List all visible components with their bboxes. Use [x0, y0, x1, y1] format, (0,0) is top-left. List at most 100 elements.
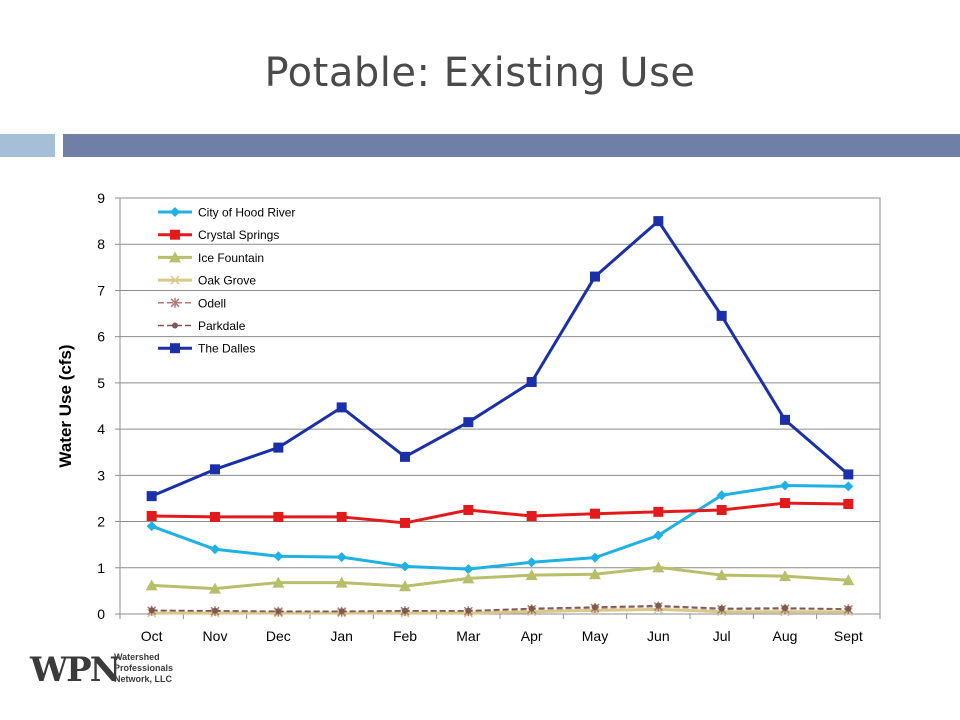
data-point-ice-fountain — [842, 574, 855, 586]
x-tick-label: Sept — [834, 628, 863, 644]
data-point-the-dalles — [400, 451, 410, 462]
data-point-the-dalles — [590, 271, 600, 282]
data-point-city-of-hood-river — [463, 564, 474, 575]
data-point-ice-fountain — [399, 580, 411, 592]
logo-line-2: Professionals — [114, 663, 174, 673]
legend-marker — [170, 207, 180, 217]
data-point-ice-fountain — [525, 569, 538, 581]
slide-title: Potable: Existing Use — [264, 50, 696, 96]
y-axis-label: Water Use (cfs) — [56, 344, 75, 467]
legend-marker — [172, 322, 178, 329]
data-point-crystal-springs — [526, 511, 537, 522]
x-tick-label: Nov — [203, 628, 228, 644]
data-point-parkdale — [592, 604, 598, 611]
data-point-ice-fountain — [335, 576, 348, 588]
data-point-city-of-hood-river — [146, 521, 157, 532]
data-point-city-of-hood-river — [590, 552, 600, 563]
y-tick-label: 5 — [97, 375, 105, 391]
y-tick-label: 0 — [97, 606, 105, 622]
legend-label: Crystal Springs — [198, 228, 279, 242]
x-tick-label: Mar — [456, 628, 480, 644]
series-line-city-of-hood-river — [151, 484, 849, 571]
y-tick-label: 4 — [97, 421, 105, 437]
data-point-city-of-hood-river — [780, 480, 790, 491]
series-the-dalles — [146, 216, 854, 502]
marker-stroke — [170, 275, 180, 285]
series-ice-fountain — [145, 561, 855, 594]
data-point-the-dalles — [653, 216, 664, 227]
legend-marker — [170, 297, 180, 308]
data-point-the-dalles — [273, 442, 284, 453]
legend-item-crystal-springs: Crystal Springs — [158, 228, 279, 242]
series-parkdale — [148, 602, 852, 615]
data-point-parkdale — [212, 607, 218, 614]
data-point-parkdale — [845, 605, 852, 612]
data-point-crystal-springs — [146, 511, 157, 522]
y-tick-label: 6 — [97, 329, 105, 345]
x-tick-label: Dec — [266, 628, 291, 644]
legend-item-oak-grove: Oak Grove — [158, 274, 256, 288]
data-point-crystal-springs — [716, 505, 727, 515]
data-point-crystal-springs — [780, 498, 790, 509]
data-point-crystal-springs — [273, 511, 284, 522]
data-point-crystal-springs — [590, 508, 600, 519]
logo-mark: WPN — [30, 650, 121, 690]
data-point-crystal-springs — [210, 511, 220, 522]
logo-line-1: Watershed — [114, 652, 160, 662]
data-point-parkdale — [148, 607, 155, 614]
y-tick-label: 2 — [97, 514, 105, 530]
y-tick-label: 8 — [97, 236, 105, 252]
data-point-crystal-springs — [336, 511, 347, 522]
legend-marker — [169, 251, 181, 263]
x-tick-label: Oct — [141, 628, 163, 644]
series-line-parkdale — [151, 604, 849, 612]
data-point-parkdale — [655, 602, 662, 609]
x-tick-label: Jun — [647, 628, 670, 644]
x-tick-label: Feb — [393, 628, 417, 644]
legend-marker — [170, 229, 180, 240]
legend-item-city-of-hood-river: City of Hood River — [158, 206, 295, 220]
data-point-city-of-hood-river — [210, 544, 220, 555]
x-tick-label: Apr — [521, 628, 543, 644]
data-point-the-dalles — [843, 469, 854, 480]
data-point-ice-fountain — [462, 572, 475, 584]
y-tick-label: 3 — [97, 467, 105, 483]
legend-item-ice-fountain: Ice Fountain — [158, 251, 264, 265]
data-point-city-of-hood-river — [526, 557, 537, 568]
data-point-parkdale — [275, 608, 282, 615]
data-point-ice-fountain — [652, 561, 665, 573]
data-point-city-of-hood-river — [653, 530, 664, 541]
data-point-crystal-springs — [463, 505, 474, 515]
series-line-the-dalles — [151, 219, 850, 498]
data-point-crystal-springs — [400, 517, 410, 528]
legend-item-odell: Odell — [158, 296, 226, 310]
x-tick-label: Jul — [713, 628, 731, 644]
data-point-city-of-hood-river — [273, 551, 284, 562]
title-accent-bar-left — [0, 134, 55, 157]
data-point-city-of-hood-river — [400, 561, 410, 572]
logo-line-3: Network, LLC — [114, 674, 173, 684]
logo-text: Watershed Professionals Network, LLC — [114, 652, 224, 685]
legend-label: Ice Fountain — [198, 251, 264, 265]
series-line-ice-fountain — [151, 565, 849, 591]
y-tick-label: 1 — [97, 560, 105, 576]
series-line-odell — [151, 605, 849, 613]
data-point-the-dalles — [526, 376, 537, 387]
x-tick-label: May — [582, 628, 608, 644]
data-point-the-dalles — [210, 464, 220, 475]
data-point-the-dalles — [146, 491, 157, 502]
data-point-parkdale — [402, 607, 408, 614]
data-point-ice-fountain — [715, 569, 728, 581]
legend-label: Oak Grove — [198, 274, 256, 288]
data-point-parkdale — [782, 604, 788, 611]
data-point-the-dalles — [463, 417, 474, 428]
data-point-parkdale — [718, 605, 725, 612]
x-tick-label: Aug — [773, 628, 798, 644]
data-point-crystal-springs — [843, 498, 854, 509]
data-point-crystal-springs — [653, 506, 664, 517]
x-tick-label: Jan — [330, 628, 353, 644]
legend-marker — [170, 275, 180, 285]
series-crystal-springs — [146, 498, 854, 528]
data-point-the-dalles — [780, 414, 790, 425]
